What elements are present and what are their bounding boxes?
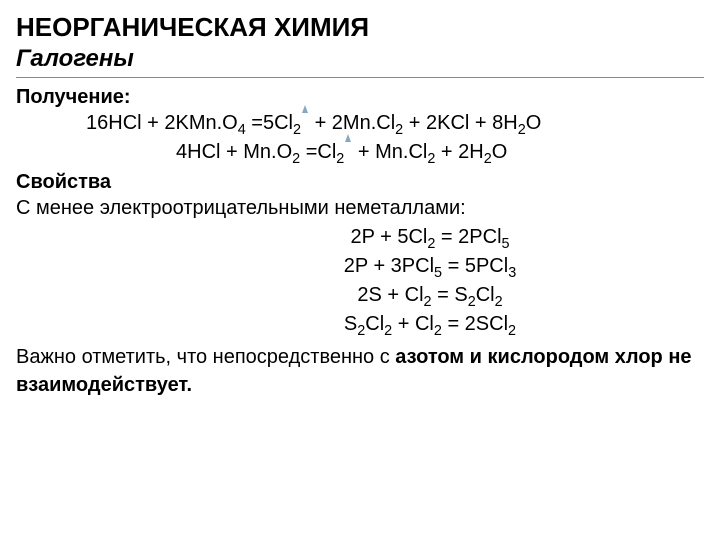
props-intro: С менее электроотрицательными неметаллам…	[16, 194, 704, 223]
eq-text: + 2KCl + 8H	[403, 112, 518, 134]
eq-sub: 3	[508, 265, 516, 281]
eq-text: O	[526, 112, 542, 134]
eq-sub: 2	[484, 151, 492, 167]
section-props-label: Свойства	[16, 171, 704, 194]
eq-sub: 2	[336, 151, 344, 167]
eq-text: 2S + Cl	[357, 284, 423, 306]
eq-sub: 2	[395, 122, 403, 138]
important-note: Важно отметить, что непосредственно с аз…	[16, 343, 704, 399]
page-title: НЕОРГАНИЧЕСКАЯ ХИМИЯ	[16, 12, 704, 43]
eq-sub: 2	[518, 122, 526, 138]
eq-text: 2P + 5Cl	[350, 226, 427, 248]
eq-text: 4HCl + Mn.O	[176, 141, 292, 163]
equation-obtain-2: 4HCl + Mn.O2 =Cl2 + Mn.Cl2 + 2H2O	[176, 138, 704, 167]
eq-text: 16HCl + 2KMn.O	[86, 112, 238, 134]
equation-obtain-1: 16HCl + 2KMn.O4 =5Cl2 + 2Mn.Cl2 + 2KCl +…	[86, 109, 704, 138]
eq-sub: 2	[292, 151, 300, 167]
section-obtain-label: Получение:	[16, 86, 704, 109]
eq-text: Cl	[365, 313, 384, 335]
equation-prop-4: S2Cl2 + Cl2 = 2SCl2	[156, 310, 704, 339]
eq-text: + Mn.Cl	[352, 141, 427, 163]
eq-text: = 2SCl	[442, 313, 508, 335]
eq-text: = 2PCl	[435, 226, 501, 248]
eq-sub: 4	[238, 122, 246, 138]
eq-text: S	[344, 313, 357, 335]
eq-sub: 2	[293, 122, 301, 138]
note-text-a: Важно отметить, что непосредственно с	[16, 346, 395, 368]
eq-text: + 2Mn.Cl	[309, 112, 395, 134]
eq-sub: 2	[508, 323, 516, 339]
up-arrow-icon	[345, 134, 351, 142]
equation-prop-3: 2S + Cl2 = S2Cl2	[156, 281, 704, 310]
eq-text: + 2H	[435, 141, 483, 163]
eq-sub: 2	[495, 294, 503, 310]
eq-text: Cl	[476, 284, 495, 306]
page-subtitle: Галогены	[16, 45, 704, 78]
eq-sub: 2	[434, 323, 442, 339]
eq-text: = S	[432, 284, 468, 306]
up-arrow-icon	[302, 105, 308, 113]
equation-prop-1: 2P + 5Cl2 = 2PCl5	[156, 223, 704, 252]
eq-sub: 2	[468, 294, 476, 310]
eq-sub: 5	[502, 236, 510, 252]
equation-prop-2: 2P + 3PCl5 = 5PCl3	[156, 252, 704, 281]
eq-sub: 2	[384, 323, 392, 339]
eq-text: =Cl	[300, 141, 336, 163]
eq-text: = 5PCl	[442, 255, 508, 277]
eq-text: =5Cl	[246, 112, 293, 134]
eq-sub: 5	[434, 265, 442, 281]
eq-text: + Cl	[392, 313, 434, 335]
eq-text: 2P + 3PCl	[344, 255, 434, 277]
eq-text: O	[492, 141, 508, 163]
eq-sub: 2	[424, 294, 432, 310]
